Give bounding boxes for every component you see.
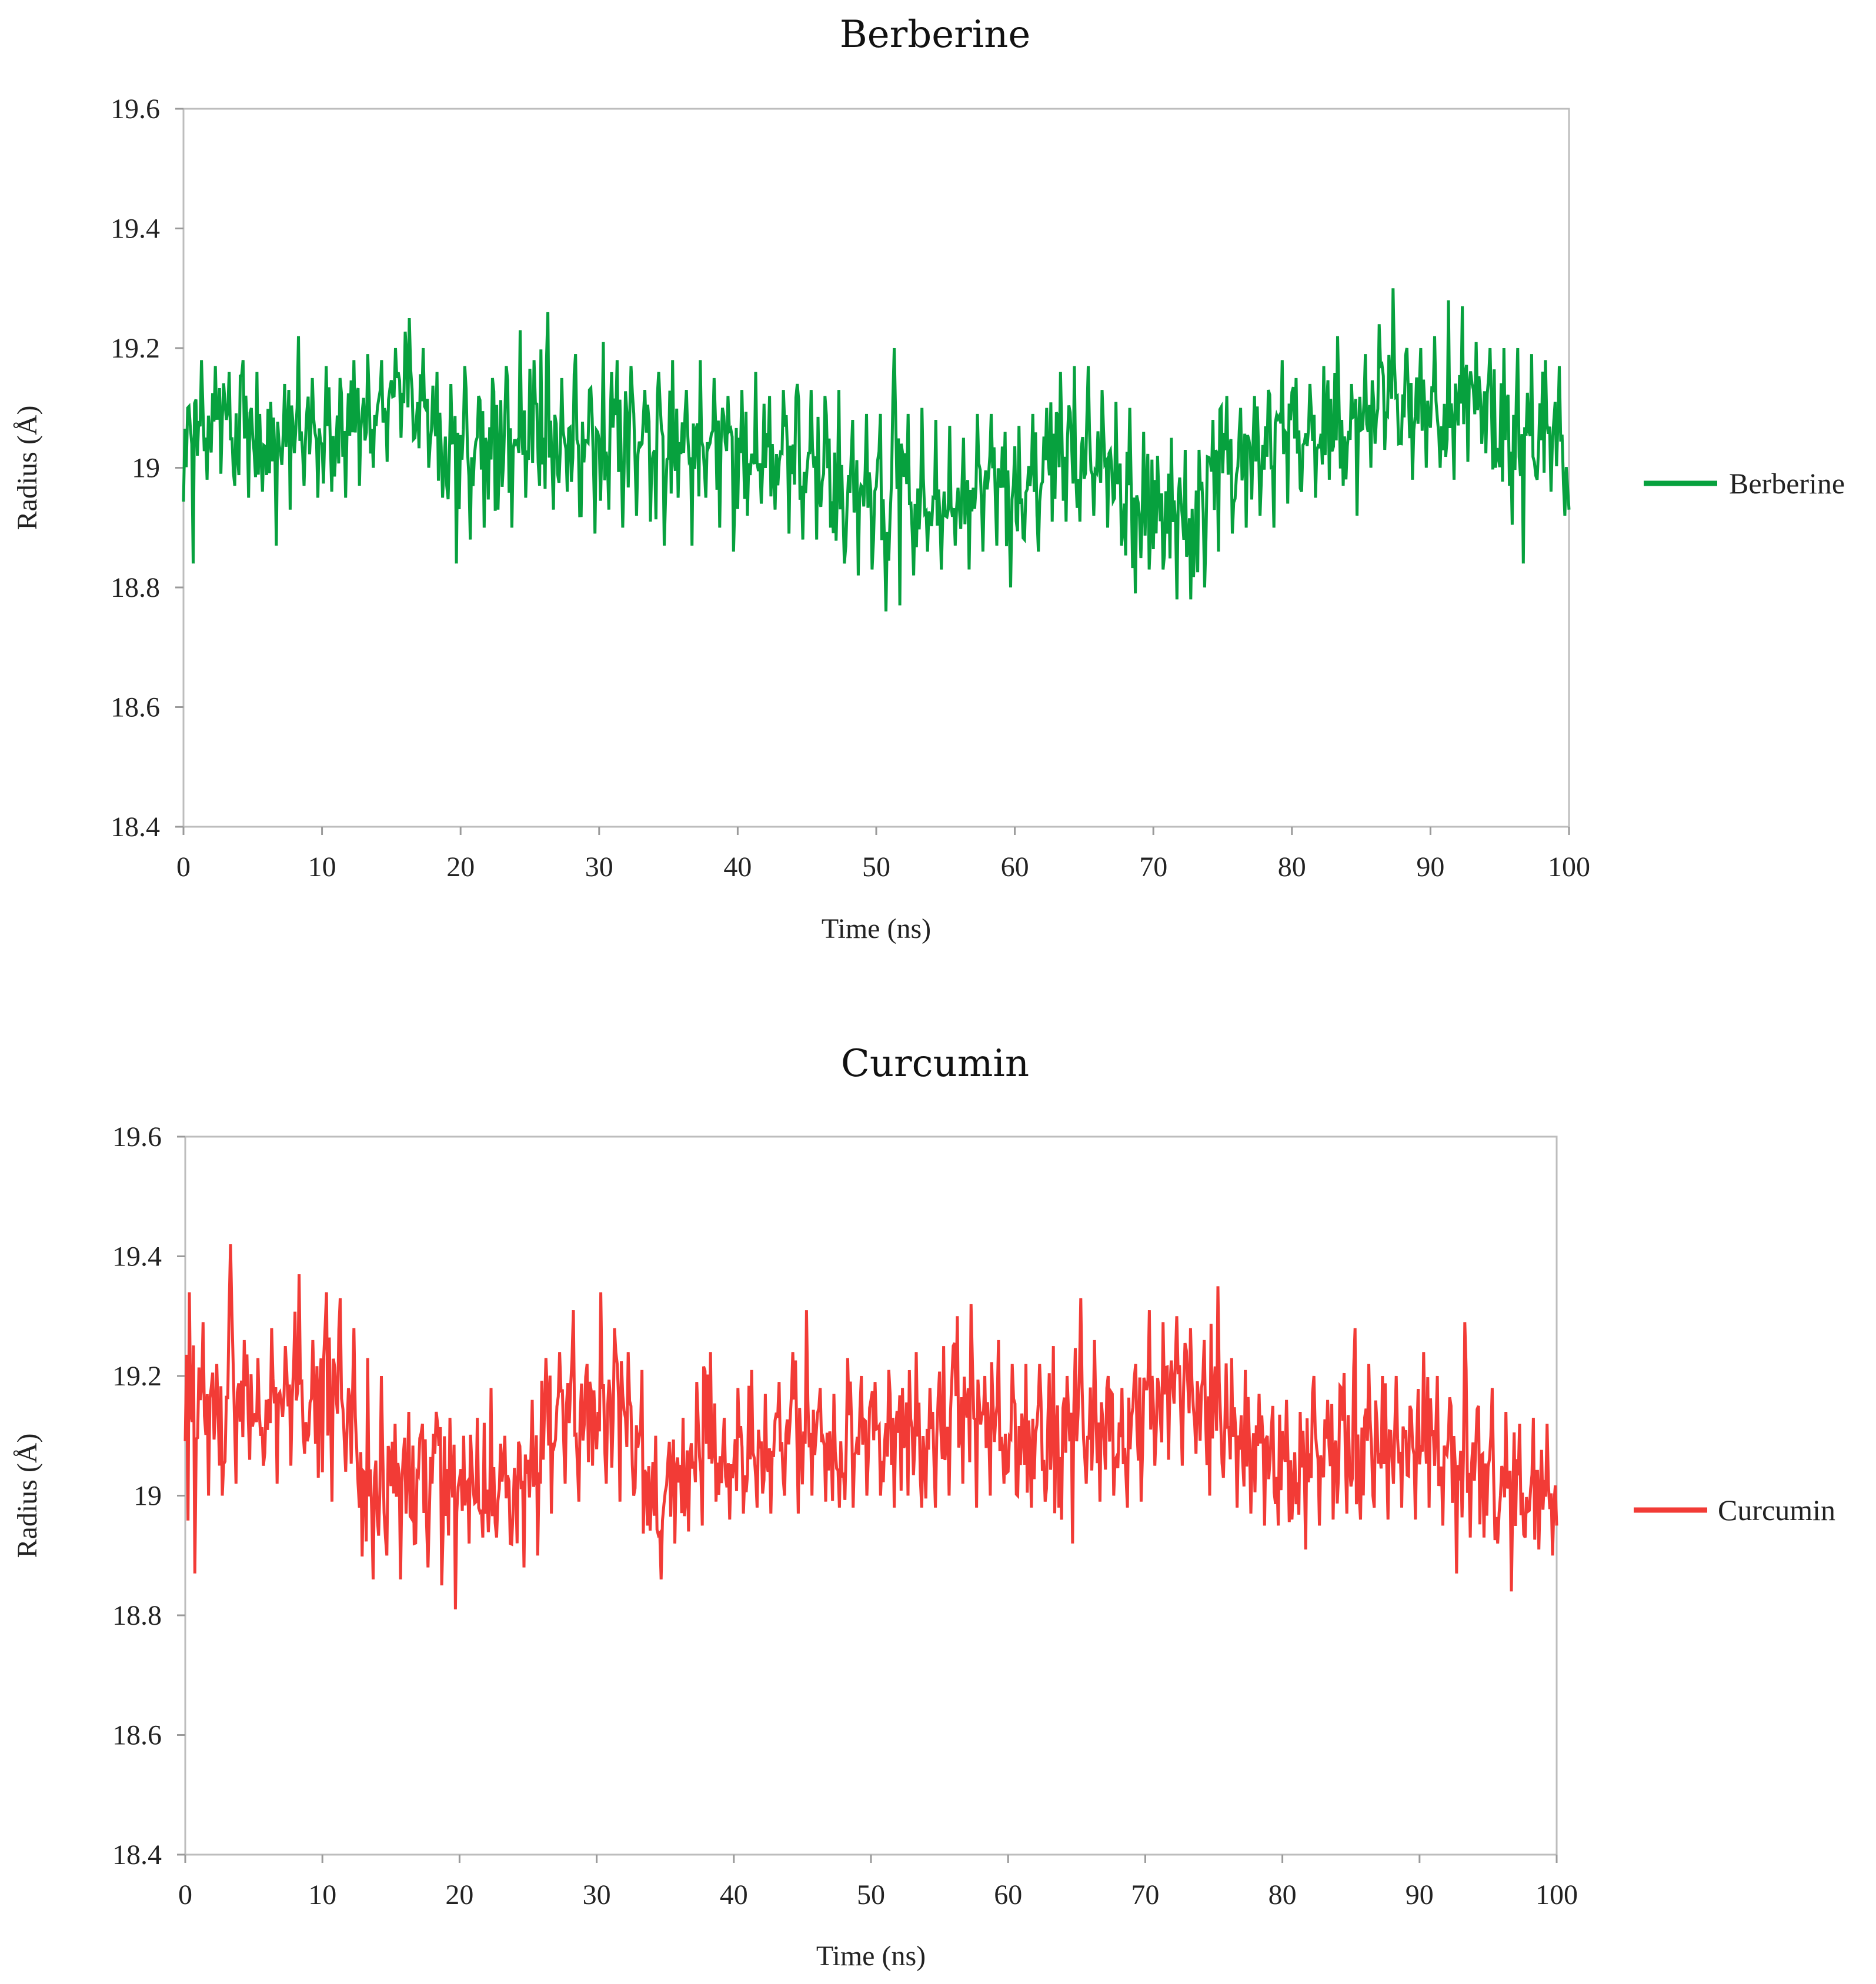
series-line-berberine — [182, 288, 1571, 612]
x-tick-label: 30 — [583, 1879, 611, 1910]
x-tick-label: 90 — [1406, 1879, 1434, 1910]
y-tick-label: 18.6 — [112, 1720, 162, 1751]
series-line-curcumin — [183, 1244, 1558, 1609]
chart-curcumin: Curcumin 18.4 18.6 18.8 19 19.2 19.4 19.6 0 10 20 3… — [12, 1042, 1835, 1972]
x-tick-label: 30 — [585, 851, 613, 883]
legend-label: Berberine — [1729, 467, 1845, 500]
x-tick-label: 90 — [1416, 851, 1444, 883]
chart-title: Curcumin — [841, 1042, 1029, 1085]
legend-label: Curcumin — [1718, 1494, 1835, 1527]
x-tick-label: 20 — [446, 851, 475, 883]
x-tick-label: 10 — [308, 1879, 336, 1910]
x-tick-label: 50 — [857, 1879, 885, 1910]
x-tick-label: 80 — [1269, 1879, 1297, 1910]
x-tick-label: 0 — [176, 851, 191, 883]
y-tick-label: 18.4 — [111, 811, 160, 843]
y-tick-label: 18.6 — [111, 692, 160, 723]
y-tick-label: 19.6 — [112, 1121, 162, 1153]
chart-berberine: Berberine 18.4 18.6 18.8 19 19.2 19.4 19.6 0 10 20… — [12, 13, 1845, 944]
y-tick-label: 19.4 — [111, 213, 160, 245]
x-tick-label: 40 — [723, 851, 752, 883]
y-tick-label: 19.2 — [111, 333, 160, 364]
y-tick-label: 19.4 — [112, 1241, 162, 1272]
x-axis-label: Time (ns) — [816, 1940, 926, 1972]
x-tick-label: 10 — [308, 851, 336, 883]
y-tick-label: 18.8 — [112, 1600, 162, 1631]
x-tick-label: 40 — [720, 1879, 748, 1910]
x-tick-label: 100 — [1548, 851, 1590, 883]
x-tick-label: 60 — [1001, 851, 1029, 883]
x-tick-label: 50 — [862, 851, 890, 883]
x-tick-label: 80 — [1278, 851, 1306, 883]
y-tick-label: 19 — [133, 1481, 162, 1512]
y-axis-label: Radius (Å) — [12, 1434, 43, 1558]
x-tick-label: 20 — [445, 1879, 473, 1910]
y-tick-label: 19.6 — [111, 93, 160, 125]
y-tick-label: 18.4 — [112, 1839, 162, 1871]
plot-frame — [184, 1135, 1558, 1856]
x-tick-label: 60 — [994, 1879, 1022, 1910]
x-tick-label: 0 — [178, 1879, 192, 1910]
x-axis-label: Time (ns) — [822, 913, 931, 944]
chart-title: Berberine — [840, 13, 1031, 56]
x-tick-label: 100 — [1535, 1879, 1578, 1910]
x-tick-label: 70 — [1131, 1879, 1159, 1910]
y-axis-label: Radius (Å) — [12, 406, 43, 530]
x-tick-label: 70 — [1139, 851, 1167, 883]
y-tick-label: 19.2 — [112, 1361, 162, 1392]
y-tick-label: 19 — [132, 453, 160, 484]
y-tick-label: 18.8 — [111, 572, 160, 603]
